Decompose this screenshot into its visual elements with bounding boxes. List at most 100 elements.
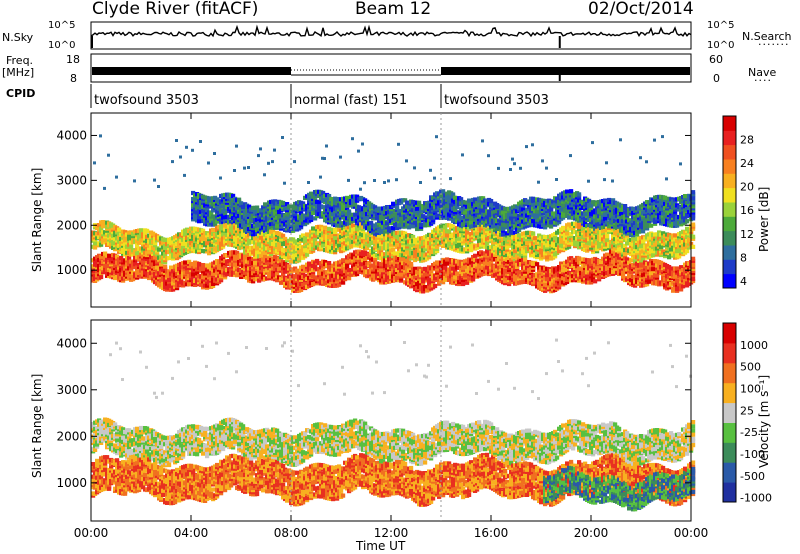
echo-cell [327, 261, 332, 266]
nave-tick-top: 60 [709, 53, 723, 66]
echo-cell [353, 212, 358, 217]
echo-cell [521, 279, 526, 284]
echo-cell [453, 195, 458, 200]
echo-cell [453, 231, 458, 236]
echo-cell-scatter [359, 187, 362, 191]
echo-cell [317, 199, 322, 205]
echo-cell [341, 258, 346, 263]
echo-cell [279, 244, 284, 249]
echo-cell [179, 278, 184, 283]
echo-cell-scatter [307, 181, 310, 184]
echo-cell [337, 243, 342, 248]
echo-cell [489, 199, 494, 204]
echo-cell [287, 204, 292, 209]
echo-cell [297, 250, 302, 255]
echo-cell [487, 214, 492, 219]
echo-cell [345, 265, 350, 270]
echo-cell-scatter [185, 145, 188, 149]
freq-tick-bottom: 8 [70, 72, 77, 85]
nsky-line [90, 24, 692, 38]
echo-cell-scatter [183, 173, 186, 177]
echo-cell [455, 244, 460, 249]
echo-cell [273, 240, 278, 245]
echo-cell [167, 255, 172, 261]
echo-cell [195, 271, 200, 276]
echo-cell [347, 268, 352, 273]
echo-cell [209, 210, 214, 215]
echo-cell [323, 225, 328, 230]
nsky-tick-top: 10^5 [48, 20, 75, 31]
echo-cell-scatter [435, 135, 438, 139]
echo-cell [143, 232, 148, 237]
echo-cell [475, 209, 480, 214]
echo-cell [335, 271, 340, 276]
echo-cell [477, 214, 482, 219]
echo-cell [413, 266, 418, 271]
echo-cell-scatter [397, 142, 400, 146]
echo-cell [191, 272, 196, 277]
date-label: 02/Oct/2014 [588, 0, 694, 19]
echo-cell [123, 230, 128, 235]
echo-cell [293, 214, 298, 219]
echo-cell [463, 239, 468, 244]
echo-cell [145, 228, 150, 233]
echo-cell-scatter [179, 155, 182, 159]
echo-cell [523, 210, 528, 215]
echo-cell [213, 222, 218, 227]
echo-cell [241, 204, 246, 209]
echo-cell [521, 207, 526, 212]
echo-cell [261, 273, 266, 278]
echo-cell [455, 271, 460, 276]
echo-cell [451, 202, 456, 207]
echo-cell-scatter [357, 149, 360, 153]
echo-cell [441, 280, 446, 285]
echo-cell [341, 238, 346, 243]
echo-cell-scatter [99, 134, 102, 138]
echo-cell [451, 192, 456, 197]
echo-cell-scatter [347, 178, 350, 182]
echo-cell [517, 226, 522, 231]
echo-cell [311, 210, 316, 215]
echo-cell [303, 273, 308, 278]
echo-cell-scatter [461, 153, 464, 157]
echo-cell [283, 236, 288, 242]
echo-cell [507, 235, 512, 240]
echo-cell [327, 194, 332, 199]
echo-cell [227, 259, 232, 264]
echo-cell [435, 213, 440, 218]
echo-cell-scatter [419, 181, 422, 184]
echo-cell-scatter [157, 185, 160, 188]
echo-cell [255, 205, 260, 210]
echo-cell [117, 227, 122, 232]
freq-label: Freq. [6, 54, 34, 67]
echo-cell [201, 234, 206, 239]
echo-cell [457, 236, 462, 241]
echo-cell [503, 278, 508, 284]
echo-cell [119, 255, 124, 261]
nsearch-tick-top: 10^5 [707, 20, 734, 31]
nave-tick-bottom: 0 [713, 72, 720, 85]
cpid-segment-label-2: twofsound 3503 [444, 93, 549, 108]
echo-cell [505, 245, 510, 250]
echo-cell [211, 281, 216, 286]
echo-cell [273, 199, 278, 204]
echo-cell-scatter [405, 159, 408, 163]
echo-cell [497, 218, 502, 223]
echo-cell-scatter [257, 154, 260, 158]
echo-cell [347, 209, 352, 214]
echo-cell [469, 248, 474, 253]
nsky-label: N.Sky [2, 31, 34, 44]
echo-cell [351, 223, 356, 228]
echo-cell [491, 210, 496, 215]
echo-cell [99, 254, 104, 259]
echo-cell [435, 244, 440, 249]
echo-cell [335, 201, 340, 206]
echo-cell [257, 278, 262, 283]
echo-cell [389, 242, 394, 247]
echo-cell [439, 268, 444, 273]
echo-cell [299, 287, 304, 292]
nsearch-legend-dots: ······· [758, 38, 790, 51]
echo-cell [395, 205, 400, 210]
echo-cell [131, 277, 136, 282]
echo-cell [379, 230, 384, 236]
